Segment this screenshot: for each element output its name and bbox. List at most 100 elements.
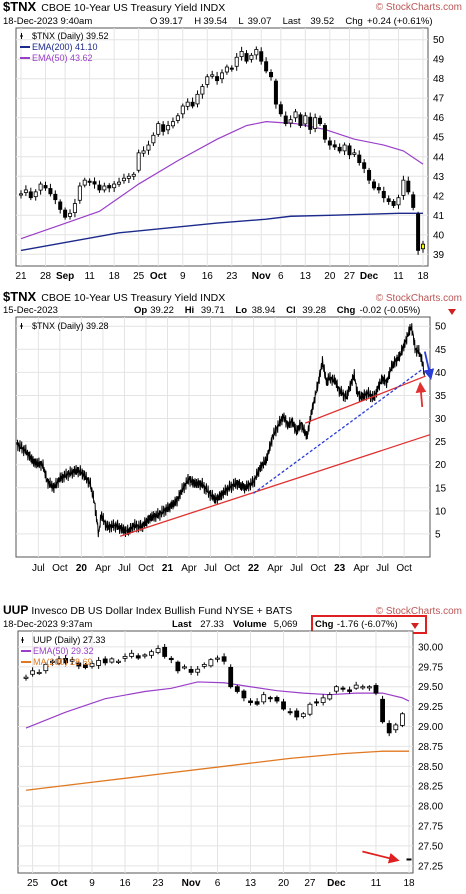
- candle: [195, 93, 200, 105]
- x-tick-label: Apr: [353, 563, 369, 574]
- plot-frame: [15, 316, 431, 558]
- x-tick-label: Apr: [181, 563, 197, 574]
- annotation-arrow: [423, 351, 435, 380]
- annotation-arrow: [362, 850, 400, 864]
- x-tick-label: 18: [403, 878, 415, 889]
- candle: [210, 74, 215, 77]
- candle: [208, 659, 214, 667]
- candle: [386, 723, 392, 734]
- legend-entry: UUP (Daily) 27.33: [33, 635, 105, 645]
- candle: [156, 123, 161, 135]
- candle: [224, 66, 229, 73]
- candle: [77, 185, 82, 201]
- candle: [135, 655, 141, 659]
- y-tick-label: 42: [433, 191, 445, 202]
- candle: [373, 685, 379, 694]
- header-label: Chg: [337, 305, 356, 316]
- y-tick-label: 41: [433, 211, 445, 222]
- header-label: Last: [172, 619, 192, 630]
- candle: [259, 51, 264, 62]
- candle: [48, 188, 53, 195]
- chart-symbol: $TNX: [3, 0, 37, 14]
- candle: [380, 698, 385, 723]
- candle: [168, 657, 174, 661]
- x-tick-label: Jul: [290, 563, 303, 574]
- legend-entry: MA(200) 28.69: [33, 657, 93, 667]
- x-tick-label: 27: [304, 878, 316, 889]
- candle: [96, 660, 102, 666]
- candle: [241, 690, 247, 699]
- y-tick-label: 28.00: [418, 802, 443, 813]
- candle: [195, 668, 201, 673]
- legend-entry: EMA(200) 41.10: [32, 42, 98, 52]
- candle: [142, 654, 148, 657]
- candle: [287, 711, 293, 714]
- candle: [399, 713, 405, 726]
- chart-date-line: 18-Dec-2023 9:40am: [3, 16, 92, 27]
- y-tick-label: 30.00: [418, 642, 443, 653]
- header-value: +0.24 (+0.61%): [367, 16, 433, 27]
- candle: [63, 209, 68, 218]
- header-label: Lo: [235, 305, 247, 316]
- candle: [23, 676, 29, 679]
- y-tick-label: 29.75: [418, 662, 443, 673]
- x-tick-label: Nov: [182, 878, 201, 889]
- x-tick-label: 6: [215, 878, 221, 889]
- header-value: 38.94: [252, 305, 276, 316]
- y-tick-label: 44: [433, 152, 445, 163]
- x-tick-label: Dec: [327, 878, 346, 889]
- price-line: [16, 323, 425, 538]
- candle: [200, 86, 205, 95]
- candle: [205, 76, 210, 85]
- y-tick-label: 43: [433, 172, 445, 183]
- header-label: H: [194, 16, 201, 27]
- y-tick-label: 28.75: [418, 742, 443, 753]
- header-label: L: [238, 16, 243, 27]
- x-tick-label: Oct: [51, 878, 68, 889]
- y-tick-label: 30: [435, 414, 447, 425]
- trendline: [304, 375, 426, 424]
- y-tick-label: 27.25: [418, 861, 443, 872]
- y-tick-label: 27.50: [418, 841, 443, 852]
- candle: [131, 173, 136, 177]
- candle: [146, 144, 151, 151]
- candle: [357, 154, 362, 164]
- x-tick-label: 18: [109, 271, 121, 282]
- chart-date-line: 15-Dec-2023: [3, 305, 58, 316]
- candle: [411, 194, 416, 208]
- candle: [18, 193, 23, 196]
- y-tick-label: 50: [433, 35, 445, 46]
- candle: [269, 72, 274, 78]
- x-tick-label: 11: [393, 271, 404, 282]
- header-value: 39.52: [310, 16, 334, 27]
- candle: [129, 652, 135, 657]
- x-tick-label: Oct: [396, 563, 412, 574]
- header-value: 39.71: [201, 305, 225, 316]
- y-tick-label: 45: [433, 133, 445, 144]
- candle: [337, 146, 342, 152]
- candle: [228, 666, 234, 688]
- candle: [92, 181, 97, 185]
- candle: [352, 152, 357, 155]
- x-tick-label: 9: [180, 271, 186, 282]
- header-label: Hi: [185, 305, 195, 316]
- candle: [416, 213, 421, 251]
- candle: [109, 658, 115, 663]
- legend-entry: EMA(50) 29.32: [33, 646, 94, 656]
- tnx-candlestick-chart: $TNX CBOE 10-Year US Treasury Yield INDX 1…: [3, 0, 462, 282]
- header-value: 39.28: [302, 305, 326, 316]
- ema50-line: [20, 121, 424, 240]
- candle: [332, 144, 337, 148]
- x-tick-label: 13: [300, 271, 312, 282]
- candle: [294, 710, 300, 718]
- candle: [136, 152, 141, 171]
- y-tick-label: 15: [435, 483, 447, 494]
- y-tick-label: 50: [435, 322, 447, 333]
- y-tick-label: 48: [433, 74, 445, 85]
- candle: [254, 701, 260, 705]
- header-value: 39.07: [248, 16, 272, 27]
- x-tick-label: Oct: [310, 563, 326, 574]
- x-tick-label: 13: [245, 878, 257, 889]
- header-label: Chg: [315, 619, 334, 630]
- header-label: Op: [134, 305, 147, 316]
